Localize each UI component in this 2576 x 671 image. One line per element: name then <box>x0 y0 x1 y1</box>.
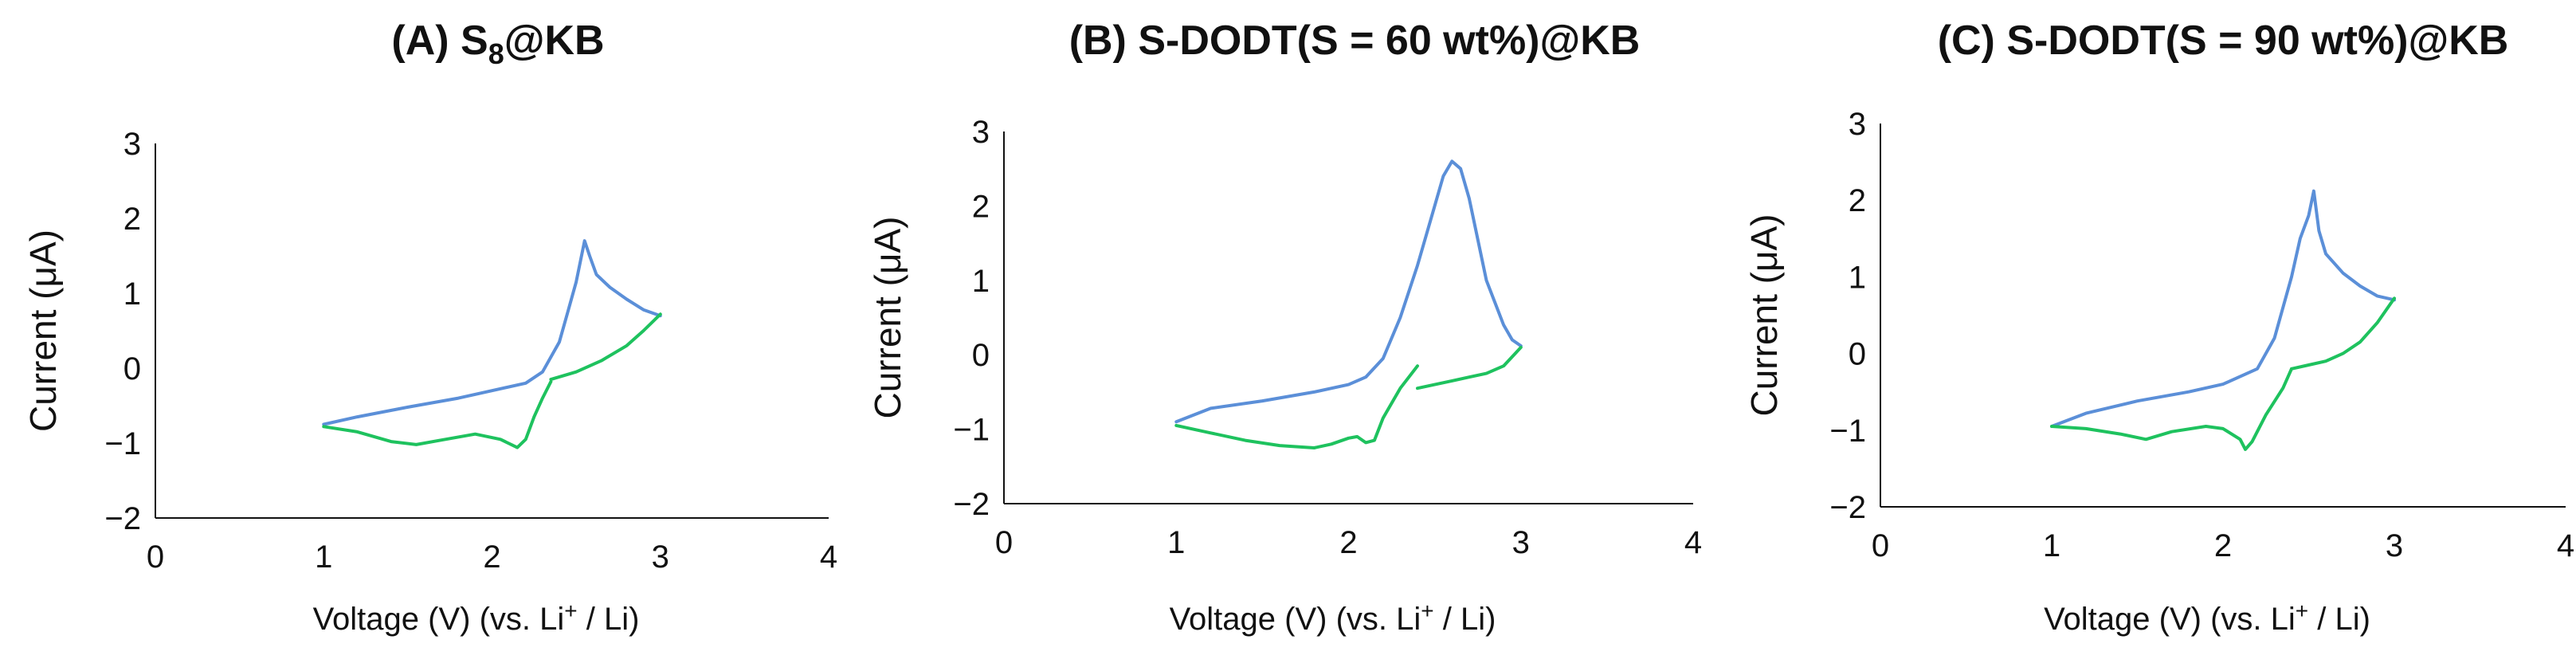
x-tick-label: 2 <box>1339 525 1357 560</box>
series-line-reduction-1 <box>1174 364 1419 449</box>
series-line-reduction-1 <box>322 379 553 449</box>
x-tick-label: 3 <box>652 540 669 575</box>
x-tick-label: 0 <box>147 540 164 575</box>
x-tick-label: 3 <box>1512 525 1530 560</box>
series-line-oxidation-0 <box>2050 189 2396 428</box>
series-line-oxidation-0 <box>322 239 662 426</box>
series-line-oxidation-0 <box>1174 159 1523 424</box>
y-tick-label: 0 <box>124 351 141 387</box>
y-tick-label: −2 <box>104 501 141 536</box>
y-tick-label: 2 <box>1849 183 1866 218</box>
x-tick-label: 2 <box>2214 528 2232 563</box>
y-axis-label: Current (μA) <box>22 230 64 432</box>
y-tick-label: 2 <box>124 202 141 237</box>
y-tick-label: −2 <box>953 487 990 522</box>
series-line-reduction-2 <box>1416 345 1523 390</box>
chart-title: (B) S-DODT(S = 60 wt%)@KB <box>1069 18 1641 64</box>
y-tick-label: 1 <box>1849 260 1866 295</box>
chart-b: (B) S-DODT(S = 60 wt%)@KB −2 −1 0 1 2 3 0 1 2 3 4 Cu… <box>867 18 1702 637</box>
x-tick-label: 4 <box>820 540 837 575</box>
chart-title: (C) S-DODT(S = 90 wt%)@KB <box>1938 18 2509 64</box>
x-tick-label: 4 <box>2557 528 2574 563</box>
y-tick-label: 1 <box>972 264 990 299</box>
y-tick-label: −1 <box>1829 414 1866 449</box>
y-tick-label: 1 <box>124 277 141 312</box>
chart-a: (A) S8@KB −2 −1 0 1 2 3 0 1 2 3 4 Current (μA) Voltag… <box>22 18 837 637</box>
y-axis-label: Current (μA) <box>867 217 908 419</box>
y-axis-label: Current (μA) <box>1743 214 1785 417</box>
x-axis-label: Voltage (V) (vs. Li+ / Li) <box>2044 598 2370 637</box>
series-line-reduction-1 <box>2050 367 2293 451</box>
y-tick-label: −1 <box>104 426 141 461</box>
x-tick-label: 3 <box>2386 528 2403 563</box>
series-line-reduction-2 <box>2290 296 2396 371</box>
chart-c: (C) S-DODT(S = 90 wt%)@KB −2 −1 0 1 2 3 0 1 2 3 4 Cu… <box>1743 18 2574 637</box>
y-tick-label: 3 <box>972 115 990 150</box>
y-tick-label: 0 <box>972 338 990 373</box>
y-tick-label: 3 <box>1849 107 1866 142</box>
y-tick-label: −2 <box>1829 490 1866 525</box>
x-tick-label: 1 <box>315 540 332 575</box>
x-tick-label: 2 <box>483 540 500 575</box>
chart-title: (A) S8@KB <box>391 18 604 70</box>
y-tick-label: 3 <box>124 127 141 162</box>
x-axis-label: Voltage (V) (vs. Li+ / Li) <box>313 598 640 637</box>
x-tick-label: 0 <box>1872 528 1889 563</box>
y-tick-label: 0 <box>1849 337 1866 372</box>
y-tick-label: −1 <box>953 413 990 448</box>
series-line-reduction-2 <box>549 312 662 382</box>
panel-a: (A) S8@KB −2 −1 0 1 2 3 0 1 2 3 4 Current (μA) Voltag… <box>0 0 845 671</box>
x-axis-label: Voltage (V) (vs. Li+ / Li) <box>1170 598 1496 637</box>
x-tick-label: 1 <box>1167 525 1185 560</box>
x-tick-label: 4 <box>1684 525 1702 560</box>
x-tick-label: 1 <box>2043 528 2060 563</box>
panel-c: (C) S-DODT(S = 90 wt%)@KB −2 −1 0 1 2 3 0 1 2 3 4 Cu… <box>1713 0 2576 671</box>
panel-b: (B) S-DODT(S = 60 wt%)@KB −2 −1 0 1 2 3 0 1 2 3 4 Cu… <box>845 0 1713 671</box>
y-tick-label: 2 <box>972 189 990 224</box>
x-tick-label: 0 <box>995 525 1013 560</box>
